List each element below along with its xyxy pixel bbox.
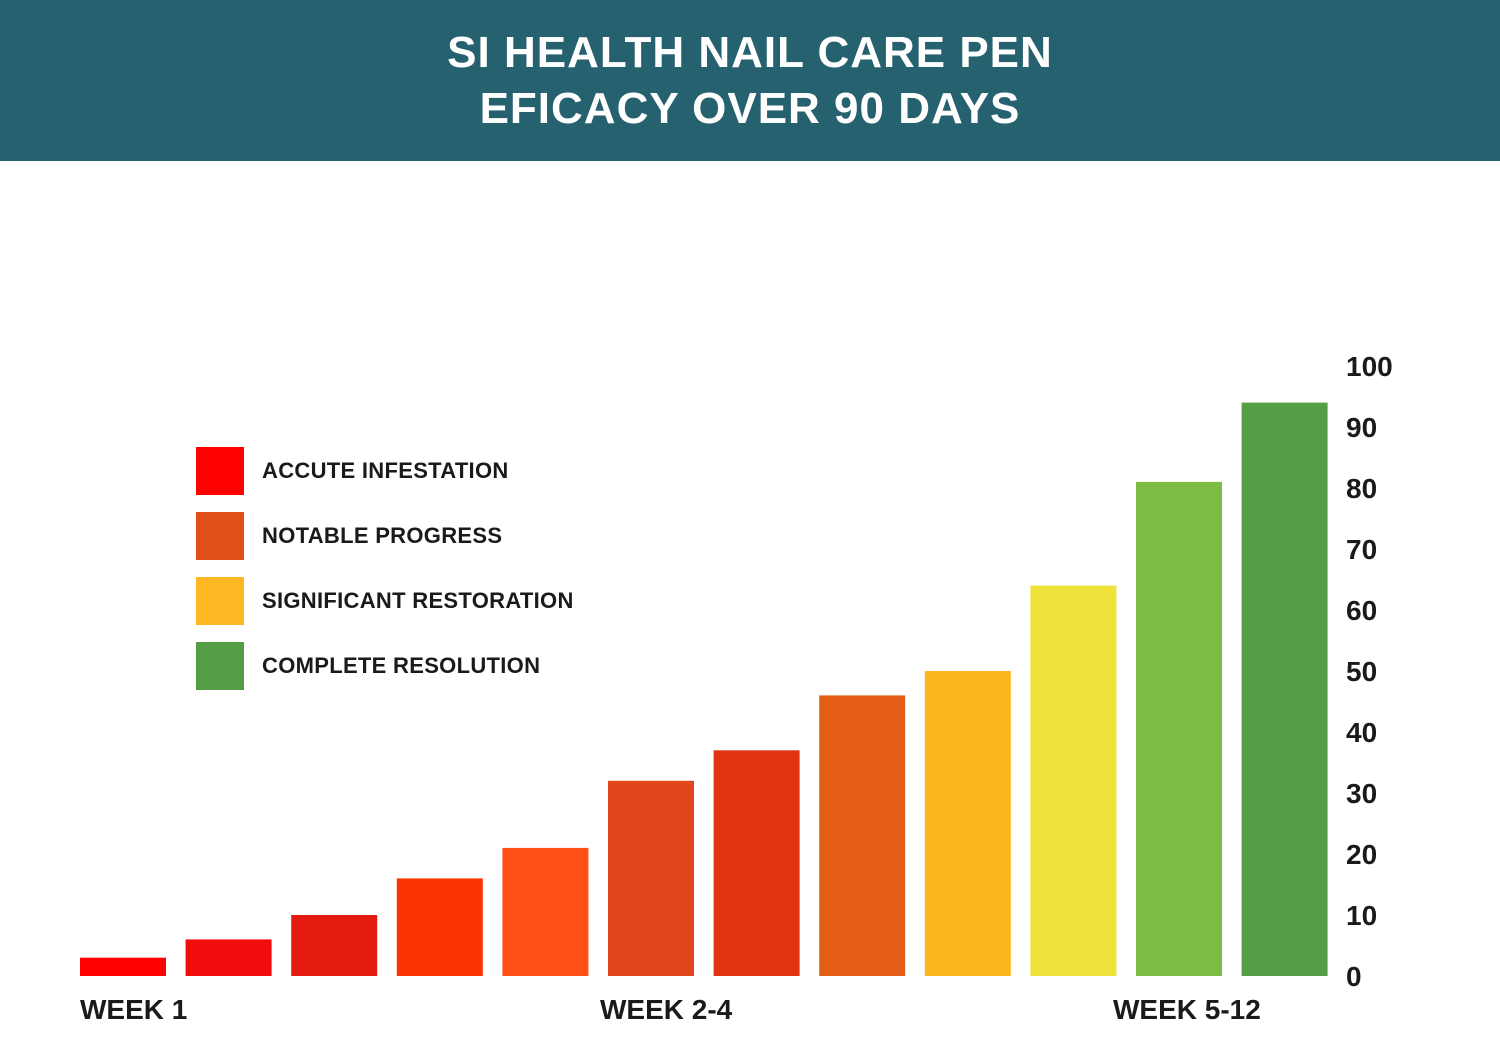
chart-title-line-2: EFICACY OVER 90 DAYS (479, 83, 1021, 133)
legend-label: SIGNIFICANT RESTORATION (262, 588, 574, 613)
bar (502, 847, 589, 976)
x-label-week-5-12: WEEK 5-12 (1113, 994, 1261, 1025)
y-tick-label: 40 (1346, 717, 1377, 748)
y-tick-label: 60 (1346, 595, 1377, 626)
legend-label: ACCUTE INFESTATION (262, 458, 509, 483)
x-label-week-1: WEEK 1 (80, 994, 188, 1025)
bar (396, 878, 483, 976)
y-tick-label: 30 (1346, 778, 1377, 809)
bar (819, 695, 906, 976)
legend-swatch (196, 512, 244, 560)
y-tick-label: 0 (1346, 961, 1362, 992)
legend-item-accute-infestation: ACCUTE INFESTATION (196, 447, 509, 495)
bar (291, 915, 378, 976)
legend-swatch (196, 577, 244, 625)
bar (1136, 481, 1222, 976)
legend-label: NOTABLE PROGRESS (262, 523, 503, 548)
y-tick-label: 100 (1346, 351, 1393, 382)
y-tick-label: 20 (1346, 839, 1377, 870)
legend-item-complete-resolution: COMPLETE RESOLUTION (196, 642, 540, 690)
y-tick-label: 80 (1346, 473, 1377, 504)
bar (1030, 585, 1117, 976)
bar (1241, 402, 1328, 977)
legend-swatch (196, 642, 244, 690)
bar (924, 671, 1011, 976)
y-tick-label: 10 (1346, 900, 1377, 931)
legend-swatch (196, 447, 244, 495)
y-tick-label: 90 (1346, 412, 1377, 443)
chart-title-line-1: SI HEALTH NAIL CARE PEN (447, 27, 1053, 77)
bar (608, 780, 694, 976)
chart-header: SI HEALTH NAIL CARE PEN EFICACY OVER 90 … (0, 0, 1500, 161)
legend-item-notable-progress: NOTABLE PROGRESS (196, 512, 502, 560)
y-tick-label: 50 (1346, 656, 1377, 687)
bar (80, 957, 166, 976)
legend-label: COMPLETE RESOLUTION (262, 653, 541, 678)
y-tick-label: 70 (1346, 534, 1377, 565)
legend-item-significant-restoration: SIGNIFICANT RESTORATION (196, 577, 574, 625)
bar (185, 939, 272, 976)
bar (713, 750, 800, 976)
x-label-week-2-4: WEEK 2-4 (600, 994, 733, 1025)
